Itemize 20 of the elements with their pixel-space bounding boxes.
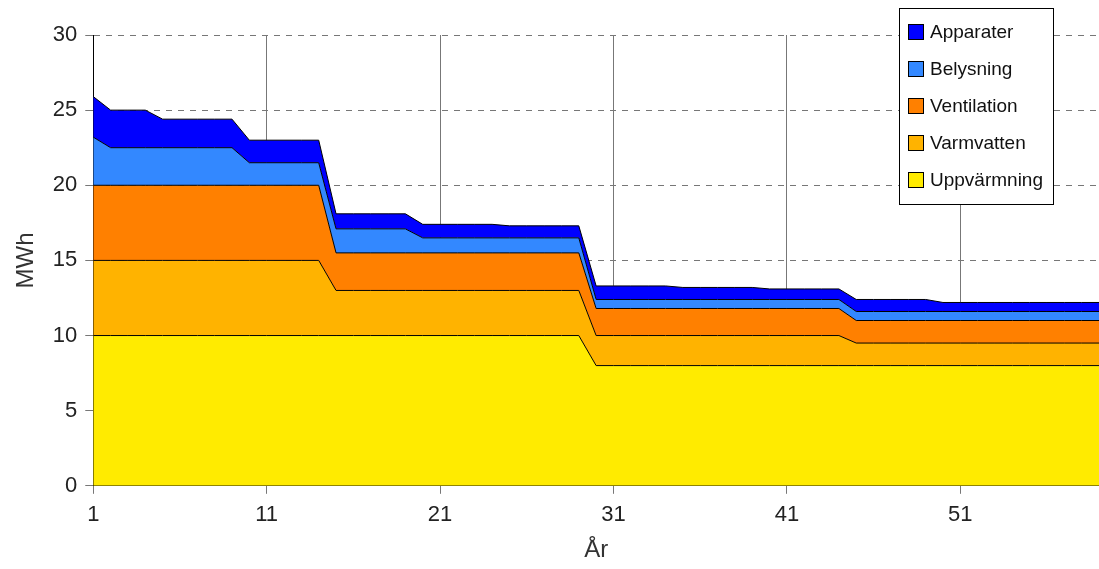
y-tick-label: 0: [65, 471, 78, 497]
y-tick-label: 30: [52, 21, 78, 47]
x-tick-label: 11: [255, 501, 279, 527]
x-tick-label: 21: [427, 501, 453, 527]
y-tick-label: 25: [52, 96, 78, 122]
x-tick-label: 1: [87, 501, 100, 527]
y-axis-title: MWh: [11, 232, 39, 289]
x-tick-label: 31: [601, 501, 626, 527]
y-tick-label: 20: [52, 171, 78, 197]
x-tick-label: 41: [774, 501, 800, 527]
y-tick-label: 15: [52, 246, 78, 272]
legend-label: Belysning: [930, 57, 1013, 81]
y-tick-label: 5: [65, 396, 78, 422]
legend-label: Apparater: [930, 20, 1014, 44]
x-tick-label: 51: [948, 501, 973, 527]
x-axis-title: År: [584, 535, 609, 563]
y-tick-label: 10: [52, 321, 78, 347]
legend-label: Varmvatten: [930, 131, 1026, 155]
legend-label: Uppvärmning: [930, 168, 1043, 192]
legend-label: Ventilation: [930, 94, 1018, 118]
